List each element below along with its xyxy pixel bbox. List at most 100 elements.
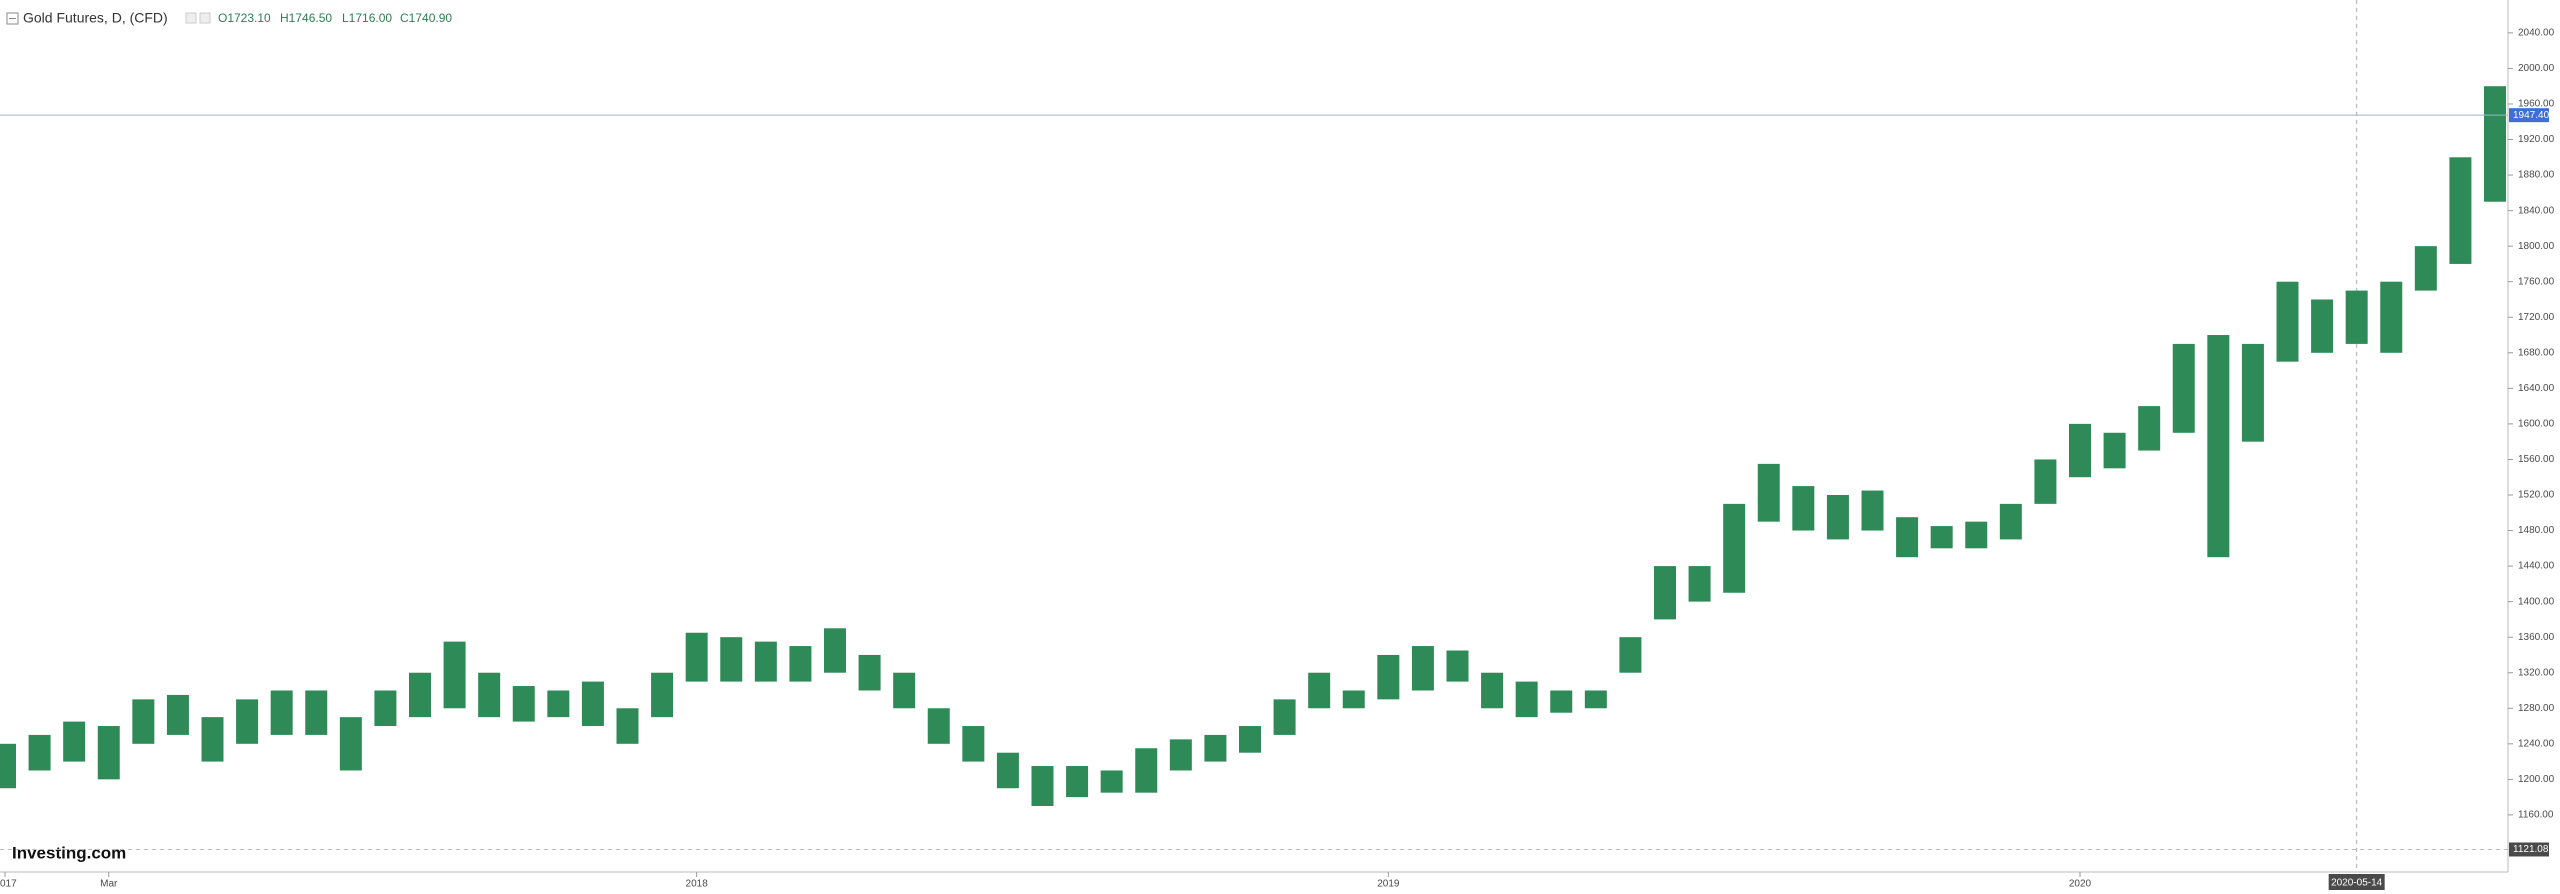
price-bar <box>270 690 293 735</box>
y-tick-label: 1440.00 <box>2518 561 2555 572</box>
price-bar <box>2138 406 2161 451</box>
price-bar <box>1654 566 1676 620</box>
price-bar <box>858 654 881 691</box>
price-bar <box>339 717 362 771</box>
price-bar <box>374 690 397 727</box>
y-tick-label: 1640.00 <box>2518 383 2555 394</box>
price-bar <box>616 708 639 744</box>
price-bar <box>305 690 328 735</box>
price-bar <box>1100 770 1123 793</box>
close-button[interactable] <box>199 12 211 24</box>
price-bar <box>2241 343 2264 442</box>
crosshair-label: 2020-05-14 <box>2331 878 2383 889</box>
x-tick-label: Mar <box>100 879 118 890</box>
price-bar <box>927 708 950 744</box>
price-bar <box>1861 490 1884 531</box>
price-bar <box>2069 423 2091 478</box>
price-bar <box>409 672 431 718</box>
price-bar <box>63 721 86 762</box>
price-bar <box>512 686 535 722</box>
price-bar <box>1723 503 1746 593</box>
y-tick-label: 1360.00 <box>2518 632 2555 643</box>
crosshair-label-bg <box>2328 874 2385 890</box>
collapse-button[interactable] <box>6 12 19 25</box>
x-tick-label: 2020 <box>2069 879 2092 890</box>
price-bar <box>201 717 224 762</box>
price-bar <box>651 672 674 718</box>
price-bar <box>1481 672 1504 709</box>
price-bar <box>132 699 155 744</box>
y-tick-label: 1720.00 <box>2518 312 2555 323</box>
price-bar <box>0 743 16 789</box>
price-bar <box>1135 748 1158 793</box>
low-label: 1121.08 <box>2513 844 2549 855</box>
open-label: O1723.10 <box>218 11 271 25</box>
price-bar <box>2103 432 2126 469</box>
close-label: C1740.90 <box>400 11 452 25</box>
price-bar <box>1031 766 1054 807</box>
y-tick-label: 1760.00 <box>2518 276 2555 287</box>
price-bar <box>2034 459 2057 504</box>
y-tick-label: 1880.00 <box>2518 170 2555 181</box>
y-tick-label: 1480.00 <box>2518 525 2555 536</box>
y-tick-label: 1960.00 <box>2518 99 2555 110</box>
price-bar <box>1930 526 1953 549</box>
price-bar <box>1308 672 1331 709</box>
price-bar <box>1204 734 1227 762</box>
settings-button[interactable] <box>185 12 197 24</box>
price-bar <box>2172 343 2195 433</box>
y-tick-label: 1680.00 <box>2518 347 2555 358</box>
price-bar <box>2380 281 2403 353</box>
price-bar <box>2449 157 2472 264</box>
price-bar <box>1792 486 1815 531</box>
price-bar <box>97 726 120 780</box>
price-bar <box>1999 503 2022 540</box>
price-bar <box>962 726 985 762</box>
x-tick-label: 2019 <box>1377 879 1400 890</box>
y-tick-label: 1520.00 <box>2518 490 2555 501</box>
price-bar <box>1515 681 1538 718</box>
y-tick-label: 1800.00 <box>2518 241 2555 252</box>
price-bar <box>1965 521 1988 549</box>
price-label: 1947.40 <box>2513 110 2550 121</box>
price-bar <box>1066 766 1089 798</box>
y-tick-label: 1560.00 <box>2518 454 2555 465</box>
price-bar <box>1550 690 1573 713</box>
price-bar <box>1757 463 1780 522</box>
low-label: L1716.00 <box>342 11 392 25</box>
y-tick-label: 2040.00 <box>2518 28 2555 39</box>
y-tick-label: 2000.00 <box>2518 63 2555 74</box>
price-bar <box>1619 637 1642 673</box>
price-label-bg <box>2509 108 2549 123</box>
price-bar <box>824 628 846 673</box>
price-bar <box>1169 739 1192 771</box>
price-bar <box>28 734 51 771</box>
y-tick-label: 1320.00 <box>2518 667 2555 678</box>
price-bar <box>236 699 259 744</box>
y-tick-label: 1400.00 <box>2518 596 2555 607</box>
price-bar <box>581 681 604 727</box>
price-bar <box>166 694 189 735</box>
price-bar <box>996 752 1019 789</box>
price-bar <box>1584 690 1607 709</box>
y-tick-label: 1840.00 <box>2518 205 2555 216</box>
price-bar <box>754 641 777 682</box>
price-bar <box>1826 494 1849 540</box>
price-bar <box>2414 246 2437 291</box>
price-bar <box>1377 654 1400 700</box>
chart-title: Gold Futures, D, (CFD) <box>23 10 168 26</box>
price-bar <box>478 672 501 718</box>
y-tick-label: 1600.00 <box>2518 419 2555 430</box>
price-bar <box>893 672 916 709</box>
low-label-bg <box>2509 842 2549 857</box>
price-bar <box>2207 335 2230 558</box>
y-tick-label: 1240.00 <box>2518 738 2555 749</box>
price-bar <box>789 646 812 682</box>
price-bar <box>1239 726 1261 753</box>
price-bar <box>1688 566 1711 602</box>
price-bar <box>2484 86 2506 202</box>
high-label: H1746.50 <box>280 11 332 25</box>
y-tick-label: 1200.00 <box>2518 774 2555 785</box>
price-bar <box>1273 699 1296 735</box>
